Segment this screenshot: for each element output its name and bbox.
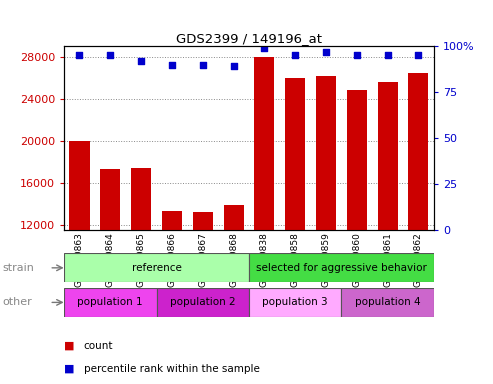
Text: ■: ■ <box>64 364 74 374</box>
Bar <box>131 168 151 351</box>
Bar <box>347 90 367 351</box>
Point <box>106 52 114 58</box>
Bar <box>223 205 244 351</box>
Title: GDS2399 / 149196_at: GDS2399 / 149196_at <box>176 32 322 45</box>
Point <box>230 63 238 70</box>
Bar <box>162 212 182 351</box>
Point <box>322 48 330 55</box>
Bar <box>378 82 398 351</box>
Bar <box>100 169 120 351</box>
Bar <box>64 253 249 282</box>
Point <box>291 52 299 58</box>
Bar <box>341 288 434 317</box>
Bar <box>316 76 336 351</box>
Point <box>260 45 268 51</box>
Point <box>353 52 361 58</box>
Text: population 4: population 4 <box>355 297 421 308</box>
Text: count: count <box>84 341 113 351</box>
Point <box>199 61 207 68</box>
Bar <box>193 212 213 351</box>
Bar <box>285 78 305 351</box>
Bar <box>64 288 157 317</box>
Text: strain: strain <box>2 263 35 273</box>
Bar <box>249 253 434 282</box>
Bar <box>249 288 341 317</box>
Text: reference: reference <box>132 263 181 273</box>
Point <box>168 61 176 68</box>
Point <box>415 52 423 58</box>
Text: population 2: population 2 <box>170 297 236 308</box>
Bar <box>70 141 90 351</box>
Point <box>75 52 83 58</box>
Text: selected for aggressive behavior: selected for aggressive behavior <box>256 263 427 273</box>
Bar <box>157 288 249 317</box>
Text: population 1: population 1 <box>77 297 143 308</box>
Text: population 3: population 3 <box>262 297 328 308</box>
Point <box>384 52 391 58</box>
Bar <box>408 73 428 351</box>
Bar <box>254 56 275 351</box>
Text: other: other <box>2 297 32 308</box>
Text: ■: ■ <box>64 341 74 351</box>
Text: percentile rank within the sample: percentile rank within the sample <box>84 364 260 374</box>
Point <box>137 58 145 64</box>
